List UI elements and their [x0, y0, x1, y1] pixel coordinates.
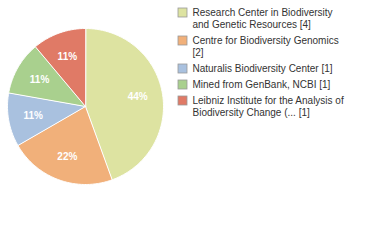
- svg-text:11%: 11%: [30, 74, 50, 85]
- svg-text:Centre for Biodiversity Genomi: Centre for Biodiversity Genomics[2]: [193, 35, 339, 58]
- svg-text:Naturalis Biodiversity Center: Naturalis Biodiversity Center [1]: [193, 63, 333, 74]
- svg-text:44%: 44%: [128, 91, 148, 102]
- svg-text:Research Center in Biodiversit: Research Center in Biodiversityand Genet…: [193, 7, 333, 30]
- svg-text:22%: 22%: [57, 151, 77, 162]
- svg-text:Leibniz Institute for the Anal: Leibniz Institute for the Analysis ofBio…: [193, 95, 344, 118]
- svg-text:11%: 11%: [24, 110, 44, 121]
- svg-text:11%: 11%: [58, 51, 78, 62]
- svg-text:Mined from GenBank, NCBI [1]: Mined from GenBank, NCBI [1]: [193, 79, 331, 90]
